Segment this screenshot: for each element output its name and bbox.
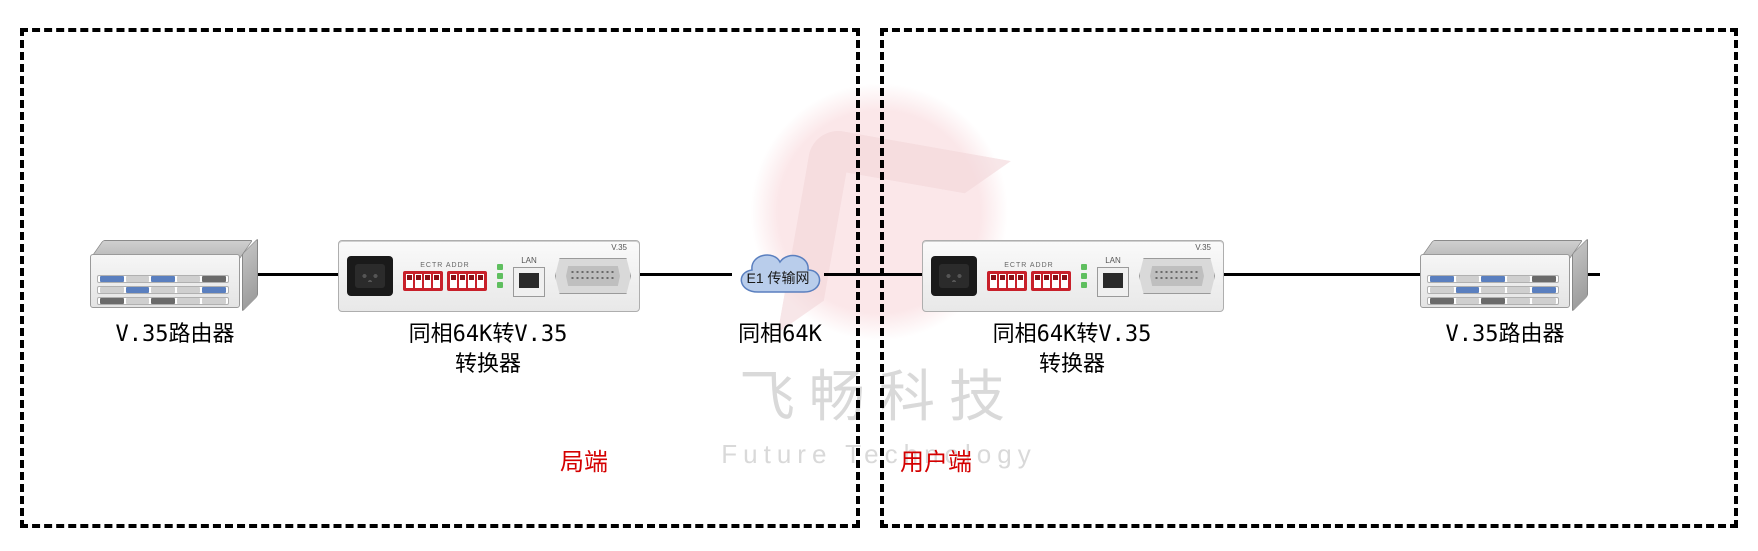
link-router-left-to-converter-left [248, 273, 338, 276]
label-converter-left: 同相64K转V.35 转换器 [388, 320, 588, 379]
rj45-port-icon [1097, 267, 1129, 297]
db25-port-icon [1139, 258, 1215, 294]
node-cloud: E1 传输网 [728, 242, 828, 306]
router-port-rows [97, 275, 229, 303]
led-icon [497, 264, 503, 270]
router-front-face [90, 254, 240, 308]
label-router-right: V.35路由器 [1420, 320, 1590, 350]
diagram-stage: 飞畅科技 Future Technology V.35路由器 V.35 ECTR… [0, 0, 1758, 551]
zone-label-left: 局端 [560, 446, 608, 478]
node-converter-left: V.35 ECTR ADDR LAN [338, 240, 640, 312]
label-cloud-below: 同相64K [720, 320, 840, 350]
converter-right-ports: ECTR ADDR LAN [931, 251, 1215, 301]
dip-labels: ECTR ADDR [420, 262, 469, 269]
dip-switch-2 [447, 271, 487, 291]
rj45-block: LAN [1097, 256, 1129, 297]
dip-switch-1 [987, 271, 1027, 291]
dip-switch-block: ECTR ADDR [403, 262, 487, 291]
db25-port-icon [555, 258, 631, 294]
led-icon [497, 273, 503, 279]
rj45-label: LAN [1097, 256, 1129, 265]
cloud-text: E1 传输网 [728, 268, 828, 288]
zone-label-right: 用户端 [900, 446, 972, 478]
router-front-face [1420, 254, 1570, 308]
led-column [1081, 264, 1087, 288]
ac-socket-icon [347, 256, 393, 296]
dip-switch-1 [403, 271, 443, 291]
rj45-block: LAN [513, 256, 545, 297]
node-router-left [90, 240, 250, 306]
label-router-left: V.35路由器 [90, 320, 260, 350]
dip-labels: ECTR ADDR [1004, 262, 1053, 269]
node-router-right [1420, 240, 1580, 306]
router-port-rows [1427, 275, 1559, 303]
node-converter-right: V.35 ECTR ADDR LAN [922, 240, 1224, 312]
dip-switch-2 [1031, 271, 1071, 291]
rj45-port-icon [513, 267, 545, 297]
label-converter-right: 同相64K转V.35 转换器 [972, 320, 1172, 379]
link-converter-right-to-router-right [1222, 273, 1420, 276]
led-icon [1081, 273, 1087, 279]
dip-switch-block: ECTR ADDR [987, 262, 1071, 291]
led-icon [1081, 282, 1087, 288]
led-icon [497, 282, 503, 288]
ac-socket-icon [931, 256, 977, 296]
converter-left-ports: ECTR ADDR LAN [347, 251, 631, 301]
rj45-label: LAN [513, 256, 545, 265]
led-icon [1081, 264, 1087, 270]
link-converter-left-to-cloud [638, 273, 732, 276]
led-column [497, 264, 503, 288]
link-cloud-to-converter-right [824, 273, 922, 276]
